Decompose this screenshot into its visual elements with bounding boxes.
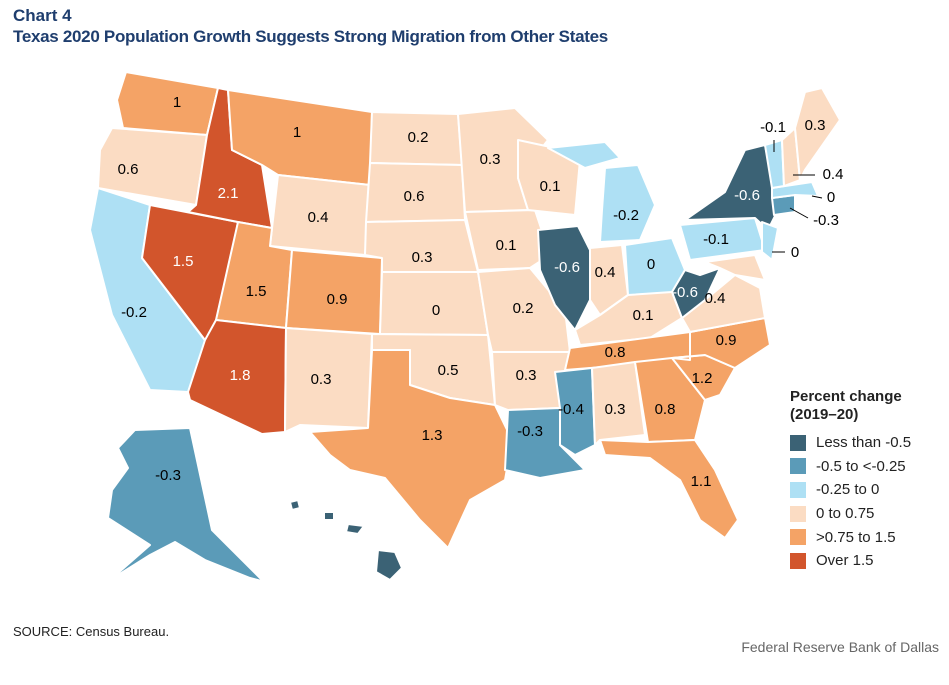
- state-value-labels: 1 0.6 -0.2 1.5 2.1 1 0.4 1.5 1.8 0.9 0.3…: [118, 94, 844, 490]
- legend-item: Less than -0.5: [790, 431, 911, 455]
- legend-item: -0.5 to <-0.25: [790, 455, 911, 479]
- value-fl: 1.1: [691, 473, 712, 490]
- state-or[interactable]: [97, 127, 208, 206]
- legend-label: Over 1.5: [816, 552, 874, 570]
- value-nm: 0.3: [311, 371, 332, 388]
- legend-title: Percent change (2019–20): [790, 388, 902, 424]
- value-ct: -0.3: [813, 212, 839, 229]
- value-or: 0.6: [118, 161, 139, 178]
- value-az: 1.8: [230, 367, 251, 384]
- value-al: 0.3: [605, 401, 626, 418]
- legend-label: >0.75 to 1.5: [816, 528, 896, 546]
- value-il: -0.6: [554, 259, 580, 276]
- state-il[interactable]: [537, 225, 591, 331]
- value-ar: 0.3: [516, 367, 537, 384]
- value-id: 2.1: [218, 185, 239, 202]
- value-mn: 0.3: [480, 151, 501, 168]
- legend-swatch: [790, 481, 806, 498]
- state-md[interactable]: [704, 254, 766, 281]
- state-hi-3[interactable]: [345, 523, 365, 535]
- value-wv: -0.6: [672, 284, 698, 301]
- state-hi-1[interactable]: [289, 499, 301, 511]
- value-mo: 0.2: [513, 300, 534, 317]
- legend-item: -0.25 to 0: [790, 478, 911, 502]
- value-wy: 0.4: [308, 209, 329, 226]
- value-ky: 0.1: [633, 307, 654, 324]
- state-hi-2[interactable]: [323, 511, 335, 521]
- value-nv: 1.5: [173, 253, 194, 270]
- value-mi: -0.2: [613, 207, 639, 224]
- value-ga: 0.8: [655, 401, 676, 418]
- state-ak[interactable]: [107, 427, 289, 589]
- value-ak: -0.3: [155, 467, 181, 484]
- legend-label: 0 to 0.75: [816, 505, 875, 523]
- state-tx[interactable]: [309, 349, 513, 549]
- legend-swatch: [790, 529, 806, 546]
- legend-swatch: [790, 458, 806, 475]
- value-wa: 1: [173, 94, 181, 111]
- state-mi[interactable]: [599, 164, 656, 243]
- state-nj[interactable]: [761, 221, 779, 261]
- value-nc: 0.9: [716, 332, 737, 349]
- value-sd: 0.6: [404, 188, 425, 205]
- legend-item: Over 1.5: [790, 549, 911, 573]
- value-tx: 1.3: [422, 427, 443, 444]
- value-nj: 0: [791, 244, 799, 261]
- legend-item: >0.75 to 1.5: [790, 525, 911, 549]
- leader-ct: [789, 207, 809, 219]
- legend-item: 0 to 0.75: [790, 502, 911, 526]
- legend-title-line1: Percent change: [790, 388, 902, 405]
- value-ut: 1.5: [246, 283, 267, 300]
- state-nm[interactable]: [284, 327, 373, 433]
- value-nh: 0.4: [823, 166, 844, 183]
- value-la: -0.3: [517, 423, 543, 440]
- value-ca: -0.2: [121, 304, 147, 321]
- value-sc: 1.2: [692, 370, 713, 387]
- state-al[interactable]: [591, 361, 646, 446]
- value-in: 0.4: [595, 264, 616, 281]
- value-ks: 0: [432, 302, 440, 319]
- legend-label: -0.25 to 0: [816, 481, 880, 499]
- state-nc[interactable]: [671, 317, 771, 369]
- legend-swatch: [790, 434, 806, 451]
- chart-number: Chart 4: [13, 6, 72, 25]
- state-wa[interactable]: [116, 71, 219, 136]
- legend-label: -0.5 to <-0.25: [816, 457, 906, 475]
- state-ny[interactable]: [684, 144, 779, 231]
- state-az[interactable]: [187, 319, 287, 435]
- legend-swatch: [790, 505, 806, 522]
- value-pa: -0.1: [703, 231, 729, 248]
- value-ne: 0.3: [412, 249, 433, 266]
- value-oh: 0: [647, 256, 655, 273]
- state-mi-upper[interactable]: [547, 141, 621, 169]
- value-tn: 0.8: [605, 344, 626, 361]
- value-ia: 0.1: [496, 237, 517, 254]
- value-vt: -0.1: [760, 119, 786, 136]
- state-ma[interactable]: [771, 181, 819, 199]
- legend-swatch: [790, 552, 806, 569]
- state-hi-4[interactable]: [375, 549, 403, 581]
- value-me: 0.3: [805, 117, 826, 134]
- value-va: 0.4: [705, 290, 726, 307]
- legend-title-line2: (2019–20): [790, 406, 859, 423]
- state-fl[interactable]: [599, 439, 739, 539]
- value-co: 0.9: [327, 291, 348, 308]
- chart-title: Texas 2020 Population Growth Suggests St…: [13, 27, 608, 46]
- value-ny: -0.6: [734, 187, 760, 204]
- state-me[interactable]: [794, 87, 841, 181]
- legend-label: Less than -0.5: [816, 434, 912, 452]
- source-note: SOURCE: Census Bureau.: [13, 624, 170, 639]
- value-ms: -0.4: [558, 401, 584, 418]
- leader-ma: [811, 195, 823, 199]
- credit-line: Federal Reserve Bank of Dallas: [741, 639, 939, 655]
- value-ma: 0: [827, 189, 835, 206]
- value-wi: 0.1: [540, 178, 561, 195]
- legend: Less than -0.5 -0.5 to <-0.25 -0.25 to 0 0 …: [790, 431, 911, 573]
- value-nd: 0.2: [408, 129, 429, 146]
- value-mt: 1: [293, 124, 301, 141]
- value-ok: 0.5: [438, 362, 459, 379]
